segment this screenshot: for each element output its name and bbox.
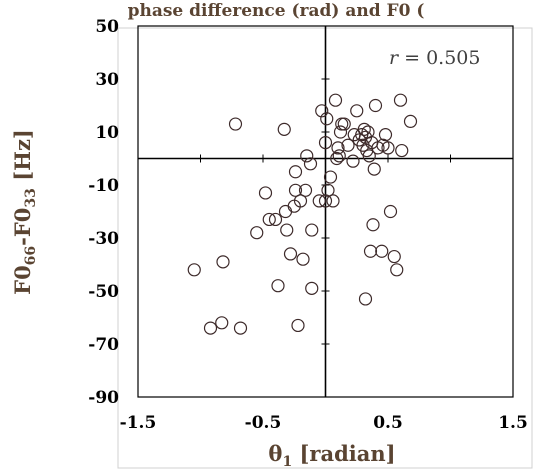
data-point (332, 149, 346, 163)
data-point (337, 117, 351, 131)
data-point (262, 212, 276, 227)
correlation-value: = 0.505 (398, 47, 480, 69)
data-point (323, 170, 338, 184)
data-point (215, 316, 229, 330)
data-point (296, 252, 310, 266)
x-axis-label-base: θ (268, 441, 282, 466)
data-point (315, 104, 329, 118)
data-point (303, 157, 318, 171)
data-point (305, 281, 319, 295)
data-point (363, 244, 378, 258)
x-tick-label: 1.5 (498, 413, 528, 433)
data-point (300, 149, 314, 163)
y-tick-label: -90 (88, 388, 119, 408)
data-point (368, 98, 383, 113)
data-point (320, 112, 334, 126)
correlation-annotation: r = 0.505 (389, 47, 481, 69)
data-point (283, 247, 298, 261)
data-point (288, 165, 303, 179)
data-point (381, 141, 395, 155)
data-point (291, 318, 305, 333)
y-tick-label: -50 (88, 282, 119, 302)
data-point (278, 204, 293, 219)
data-point (326, 194, 340, 208)
data-point (233, 321, 248, 335)
data-point (333, 125, 348, 139)
data-point (216, 255, 230, 269)
data-point (350, 104, 364, 118)
data-point (318, 194, 333, 208)
x-axis-label-sub: 1 (282, 454, 292, 469)
y-axis-label-sub1: 66 (23, 246, 39, 265)
data-point (387, 249, 401, 264)
chart-header-fragment: phase difference (rad) and F0 ( (128, 1, 425, 21)
data-point (330, 151, 344, 166)
data-point (187, 263, 201, 277)
data-point (395, 143, 409, 158)
data-point (383, 204, 398, 219)
x-tick-label: -0.5 (245, 413, 282, 433)
data-point (312, 194, 326, 208)
y-tick-label: 50 (95, 17, 119, 37)
y-tick-label: -10 (88, 176, 119, 196)
data-point (390, 263, 404, 277)
data-point (305, 223, 319, 237)
data-point (378, 128, 393, 142)
data-point (203, 321, 218, 335)
data-point (293, 194, 308, 208)
data-point (258, 186, 273, 200)
data-point (366, 218, 380, 232)
y-axis-label-mid: -F0 (10, 208, 35, 246)
data-point (321, 183, 335, 197)
data-point (331, 141, 345, 155)
data-point (367, 162, 381, 176)
tick-labels: -1.5 -0.5 0.5 1.5 50 30 10 -10 -30 -50 -70 -90 (88, 17, 528, 433)
y-tick-label: 10 (95, 123, 119, 143)
correlation-var: r (389, 47, 400, 69)
data-point (362, 149, 376, 163)
axes (137, 25, 514, 398)
y-tick-label: -70 (88, 335, 119, 355)
y-tick-label: -30 (88, 229, 119, 249)
x-axis-label-rest: [radian] (292, 441, 395, 466)
data-point (318, 136, 333, 150)
data-point (228, 117, 243, 131)
data-point (341, 138, 355, 152)
data-point (393, 93, 408, 107)
data-point (250, 226, 264, 240)
data-point (298, 183, 313, 197)
data-point (346, 154, 360, 168)
data-point (277, 122, 291, 136)
data-point (268, 212, 283, 227)
data-point (403, 114, 418, 129)
x-tick-label: 0.5 (373, 413, 403, 433)
y-axis-label-base: F0 (10, 265, 35, 295)
x-axis-label: θ1 [radian] (268, 441, 395, 469)
data-point (375, 244, 389, 258)
data-point (358, 292, 373, 306)
data-point (271, 279, 285, 293)
data-point (335, 117, 349, 131)
y-tick-label: 30 (95, 70, 119, 90)
y-axis-label: F066-F033 [Hz] (10, 129, 39, 295)
data-point (288, 183, 303, 197)
y-axis-label-sub2: 33 (23, 188, 39, 207)
data-point (357, 122, 371, 136)
x-tick-label: -1.5 (120, 413, 157, 433)
data-point (280, 223, 294, 237)
y-axis-label-rest: [Hz] (10, 129, 35, 188)
data-points (187, 93, 418, 335)
data-point (328, 93, 343, 107)
